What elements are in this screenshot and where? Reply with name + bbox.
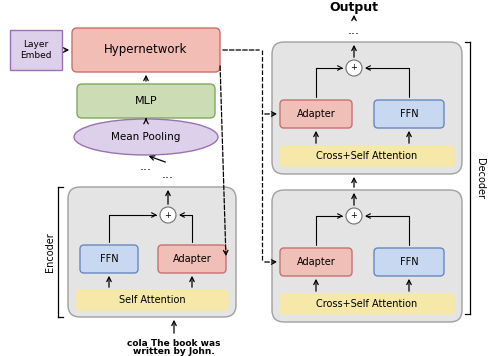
Text: Hypernetwork: Hypernetwork [104, 43, 188, 57]
Text: +: + [164, 210, 172, 220]
Text: FFN: FFN [400, 257, 418, 267]
Text: Output: Output [330, 1, 378, 15]
FancyBboxPatch shape [68, 187, 236, 317]
Text: written by John.: written by John. [133, 347, 215, 356]
Text: +: + [350, 211, 358, 220]
FancyBboxPatch shape [80, 245, 138, 273]
Text: Self Attention: Self Attention [118, 295, 186, 305]
Ellipse shape [74, 119, 218, 155]
Circle shape [160, 207, 176, 223]
Circle shape [346, 208, 362, 224]
Text: Adapter: Adapter [296, 257, 336, 267]
Text: Adapter: Adapter [296, 109, 336, 119]
FancyBboxPatch shape [374, 100, 444, 128]
Text: +: + [350, 63, 358, 73]
FancyBboxPatch shape [72, 28, 220, 72]
FancyBboxPatch shape [272, 42, 462, 174]
FancyBboxPatch shape [272, 190, 462, 322]
FancyBboxPatch shape [158, 245, 226, 273]
Text: MLP: MLP [134, 96, 158, 106]
Text: Encoder: Encoder [45, 232, 55, 272]
Text: ...: ... [140, 161, 152, 173]
Text: FFN: FFN [400, 109, 418, 119]
Text: Cross+Self Attention: Cross+Self Attention [316, 151, 418, 161]
Text: Cross+Self Attention: Cross+Self Attention [316, 299, 418, 309]
FancyBboxPatch shape [280, 294, 454, 314]
Text: Adapter: Adapter [172, 254, 212, 264]
FancyBboxPatch shape [280, 248, 352, 276]
Text: Mean Pooling: Mean Pooling [112, 132, 180, 142]
FancyBboxPatch shape [10, 30, 62, 70]
FancyBboxPatch shape [374, 248, 444, 276]
Text: ...: ... [348, 23, 360, 37]
Text: FFN: FFN [100, 254, 118, 264]
FancyBboxPatch shape [280, 100, 352, 128]
FancyBboxPatch shape [77, 84, 215, 118]
Text: Decoder: Decoder [475, 157, 485, 199]
Circle shape [346, 60, 362, 76]
FancyBboxPatch shape [280, 146, 454, 166]
Text: ...: ... [162, 168, 174, 180]
Text: Layer
Embed: Layer Embed [20, 40, 52, 60]
FancyBboxPatch shape [76, 290, 228, 310]
Text: cola The book was: cola The book was [127, 340, 221, 349]
